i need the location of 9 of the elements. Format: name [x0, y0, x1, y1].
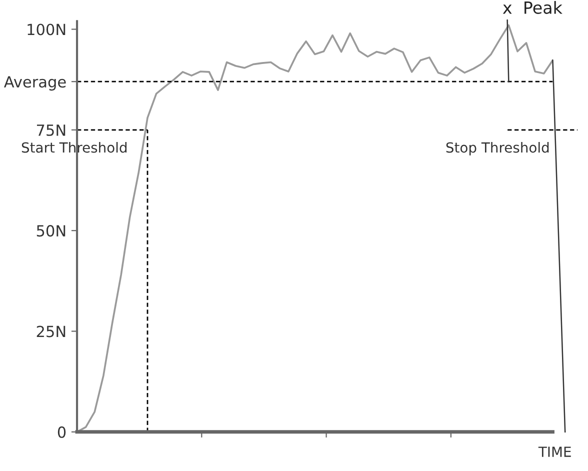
x-axis-title: TIME [538, 446, 571, 457]
y-tick-label: 0 [58, 426, 66, 438]
y-tick-label: 75N [36, 124, 66, 136]
y-tick-label: 50N [36, 225, 66, 237]
y-tick-label: Average [4, 76, 66, 91]
annotation: Stop Threshold [446, 142, 549, 156]
y-tick-label: 25N [36, 326, 66, 338]
y-tick-label: 100N [28, 24, 66, 36]
text: x Peak [502, 1, 562, 14]
